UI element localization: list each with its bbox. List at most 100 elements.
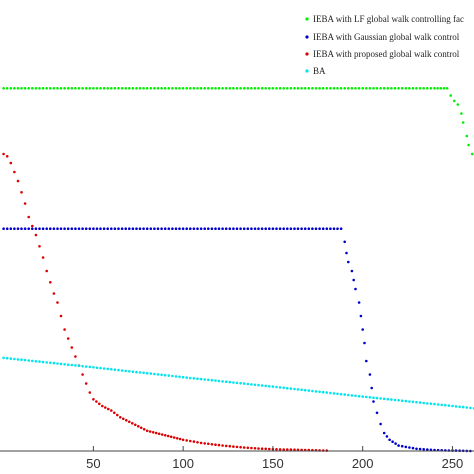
data-point (361, 87, 365, 90)
data-point (368, 396, 372, 399)
data-point (9, 161, 13, 165)
data-point (169, 435, 173, 439)
data-point (189, 87, 192, 90)
data-point (408, 87, 411, 90)
data-point (113, 411, 116, 415)
data-point (422, 448, 426, 451)
legend-label: IEBA with LF global walk controlling fac (313, 14, 464, 24)
data-point (49, 227, 52, 230)
legend-entry: IEBA with LF global walk controlling fac (305, 14, 464, 24)
data-point (282, 448, 286, 451)
data-point (95, 400, 98, 403)
data-point (166, 434, 170, 438)
data-point (433, 87, 436, 90)
data-point (268, 227, 271, 230)
data-point (449, 94, 453, 97)
data-point (106, 227, 109, 230)
data-point (400, 87, 404, 90)
legend-label: IEBA with proposed global walk control (313, 49, 460, 59)
data-point (253, 227, 257, 230)
data-point (332, 392, 336, 395)
data-point (120, 369, 124, 372)
data-point (250, 87, 253, 90)
data-point (207, 378, 210, 382)
data-point (66, 337, 70, 340)
data-point (278, 227, 282, 230)
data-point (134, 423, 137, 427)
data-point (106, 87, 109, 90)
data-point (307, 389, 311, 392)
data-point (386, 397, 390, 401)
data-point (95, 87, 99, 90)
data-point (23, 358, 27, 362)
data-point (257, 227, 260, 230)
data-point (88, 227, 92, 230)
data-point (303, 227, 307, 230)
data-point (411, 446, 415, 450)
data-point (138, 87, 142, 90)
data-point (181, 438, 185, 442)
series-layer (2, 87, 474, 453)
data-point (354, 394, 357, 398)
data-point (440, 403, 444, 407)
data-point (382, 397, 386, 401)
data-point (242, 87, 246, 90)
data-point (397, 87, 400, 90)
data-point (289, 87, 293, 90)
data-point (347, 393, 350, 397)
data-point (253, 87, 257, 90)
data-point (246, 227, 250, 230)
data-point (429, 402, 433, 406)
data-point (300, 388, 303, 392)
data-point (388, 438, 391, 442)
data-point (397, 399, 400, 402)
data-point (99, 227, 102, 230)
data-point (379, 87, 382, 90)
data-point (70, 87, 74, 90)
data-point (217, 87, 221, 90)
data-point (163, 434, 167, 437)
data-point (214, 379, 217, 382)
data-point (228, 380, 232, 384)
data-point (153, 372, 156, 376)
data-point (361, 395, 365, 398)
data-point (221, 444, 224, 447)
data-point (196, 227, 199, 230)
data-point (38, 87, 41, 90)
data-point (49, 361, 52, 365)
data-point (2, 152, 5, 156)
data-point (352, 278, 356, 282)
data-point (456, 103, 460, 106)
data-point (154, 431, 158, 435)
data-point (2, 227, 5, 230)
data-point (84, 382, 88, 385)
data-point (110, 227, 113, 230)
data-point (250, 383, 253, 386)
data-point (411, 87, 415, 90)
data-point (250, 446, 253, 450)
data-point (9, 357, 13, 360)
data-point (81, 227, 84, 230)
data-point (196, 377, 199, 381)
data-point (228, 87, 232, 90)
legend-marker (305, 69, 309, 73)
data-point (325, 391, 329, 394)
data-point (300, 227, 303, 230)
data-point (142, 371, 145, 375)
data-point (120, 227, 124, 230)
data-point (451, 404, 454, 408)
data-point (282, 87, 286, 90)
data-point (110, 368, 113, 371)
data-point (363, 341, 366, 345)
data-point (66, 87, 70, 90)
data-point (117, 368, 120, 372)
data-point (20, 191, 23, 194)
data-point (16, 358, 20, 361)
data-point (128, 420, 131, 424)
data-point (239, 445, 242, 449)
data-point (196, 441, 199, 444)
data-point (189, 439, 192, 443)
data-point (257, 447, 260, 450)
data-point (214, 87, 217, 90)
data-point (45, 269, 48, 273)
